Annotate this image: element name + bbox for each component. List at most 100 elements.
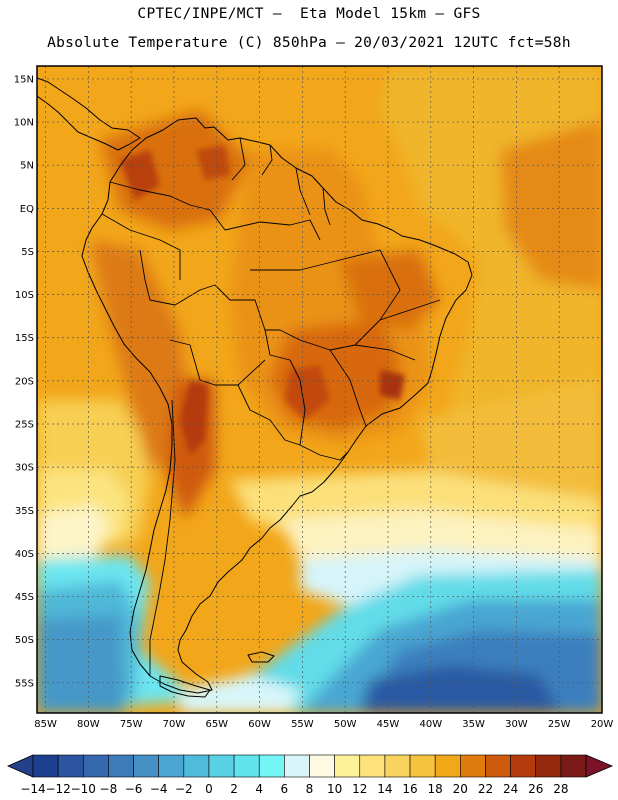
colorbar-label: 20 — [453, 782, 468, 796]
colorbar-label: −4 — [150, 782, 168, 796]
longitude-labels: 85W 80W 75W 70W 65W 60W 55W 50W 45W 40W 35W 30W 25W 2… — [34, 719, 613, 730]
colorbar-swatch — [82, 754, 109, 778]
colorbar-swatch — [284, 754, 310, 778]
colorbar-label: −8 — [100, 782, 118, 796]
colorbar-swatch — [359, 754, 386, 778]
lat-label: 50S — [15, 635, 34, 646]
field-hot-spot-chaco — [285, 365, 330, 420]
colorbar-label: 24 — [503, 782, 518, 796]
field-southwest-coldest — [37, 615, 125, 713]
field-andes-20-22 — [90, 240, 190, 470]
lat-label: 25S — [15, 420, 34, 431]
field-hot-spot-colombia — [120, 150, 160, 200]
lat-label: 30S — [15, 463, 34, 474]
colorbar-swatch — [183, 754, 210, 778]
colorbar-label: 26 — [528, 782, 543, 796]
border-colombia-venezuela — [109, 181, 226, 231]
colorbar-label: 28 — [553, 782, 568, 796]
lat-label: 15N — [14, 74, 34, 85]
colorbar-over-arrow — [585, 754, 614, 778]
lat-label: 5N — [20, 161, 34, 172]
lat-label: 40S — [15, 549, 34, 560]
colorbar-label: 12 — [352, 782, 367, 796]
map-title-line-1: CPTEC/INPE/MCT – Eta Model 15km – GFS — [137, 6, 481, 22]
colorbar-label: 14 — [377, 782, 392, 796]
lat-label: 15S — [15, 333, 34, 344]
temperature-field — [37, 66, 602, 713]
colorbar-swatch — [334, 754, 361, 778]
border-bolivia-brazil — [214, 284, 291, 361]
lon-label: 70W — [163, 719, 186, 730]
lon-label: 40W — [419, 719, 442, 730]
colorbar-label: −2 — [175, 782, 193, 796]
colorbar-swatch — [535, 754, 562, 778]
lon-label: 80W — [77, 719, 100, 730]
colorbar-swatch — [309, 754, 335, 778]
colorbar-label: 16 — [402, 782, 417, 796]
colorbar-label: 4 — [255, 782, 263, 796]
border-guyana — [295, 167, 311, 216]
colorbar-swatch — [434, 754, 461, 778]
lat-label: 35S — [15, 506, 34, 517]
colorbar-swatch — [409, 754, 436, 778]
map-title-line-2: Absolute Temperature (C) 850hPa – 20/03/… — [47, 35, 571, 51]
colorbar-under-arrow — [7, 754, 34, 778]
brazil-state-lines-south — [329, 299, 441, 427]
coastlines-and-borders — [37, 77, 473, 698]
colorbar-label: −10 — [71, 782, 96, 796]
latitude-labels: 15N 10N 5N EQ 5S 10S 15S 20S 25S 30S 35S 40S 45S 50S 5… — [14, 74, 34, 689]
lon-label: 45W — [377, 719, 400, 730]
south-america-coastline — [81, 117, 473, 694]
colorbar-label: 8 — [306, 782, 314, 796]
colorbar-swatch — [258, 754, 285, 778]
colorbar-label: −12 — [45, 782, 70, 796]
colorbar-swatch — [158, 754, 185, 778]
country-borders — [101, 137, 441, 676]
colorbar-swatch — [485, 754, 511, 778]
graticule — [37, 66, 603, 713]
lon-label: 50W — [334, 719, 357, 730]
field-atlantic-warm — [500, 120, 602, 290]
lon-label: 25W — [548, 719, 571, 730]
lat-label: 45S — [15, 592, 34, 603]
lon-label: 85W — [34, 719, 57, 730]
border-ecuador-peru-colombia — [101, 213, 181, 280]
border-venezuela-brazil — [224, 219, 321, 241]
lon-label: 55W — [291, 719, 314, 730]
lat-label: EQ — [20, 204, 34, 215]
colorbar-swatch — [384, 754, 411, 778]
colorbar-swatch — [108, 754, 134, 778]
colorbar-label: 22 — [478, 782, 493, 796]
colorbar-swatch — [57, 754, 84, 778]
border-peru-brazil — [139, 249, 216, 306]
border-suriname — [322, 187, 331, 226]
border-paraguay-argentina — [237, 384, 301, 446]
lon-label: 30W — [505, 719, 528, 730]
field-hot-spot-southeast — [380, 370, 405, 400]
lon-label: 65W — [205, 719, 228, 730]
central-america-coastline — [37, 77, 141, 151]
colorbar-label: −14 — [20, 782, 45, 796]
field-northeast-22 — [340, 250, 440, 330]
colorbar-swatch — [233, 754, 260, 778]
colorbar-swatch — [560, 754, 587, 778]
lon-label: 20W — [591, 719, 614, 730]
lat-label: 10S — [15, 290, 34, 301]
lon-label: 35W — [462, 719, 485, 730]
field-deep-cold-core — [360, 665, 560, 713]
field-hot-spot-altiplano — [180, 380, 208, 455]
border-uruguay-brazil — [299, 444, 349, 461]
tierra-del-fuego — [159, 675, 211, 698]
colorbar-swatch — [208, 754, 235, 778]
lat-label: 20S — [15, 376, 34, 387]
field-drake-passage — [180, 675, 300, 713]
colorbar-swatch — [510, 754, 537, 778]
colorbar-label: −6 — [125, 782, 143, 796]
colorbar-label: 2 — [230, 782, 238, 796]
venezuela-internal-lines — [231, 137, 273, 181]
map-frame — [36, 65, 603, 714]
lat-label: 55S — [15, 678, 34, 689]
lon-label: 75W — [120, 719, 143, 730]
colorbar-labels: −14 −12 −10 −8 −6 −4 −2 0 2 4 6 8 10 12 14 16 18 20 22 24 26… — [20, 782, 568, 796]
